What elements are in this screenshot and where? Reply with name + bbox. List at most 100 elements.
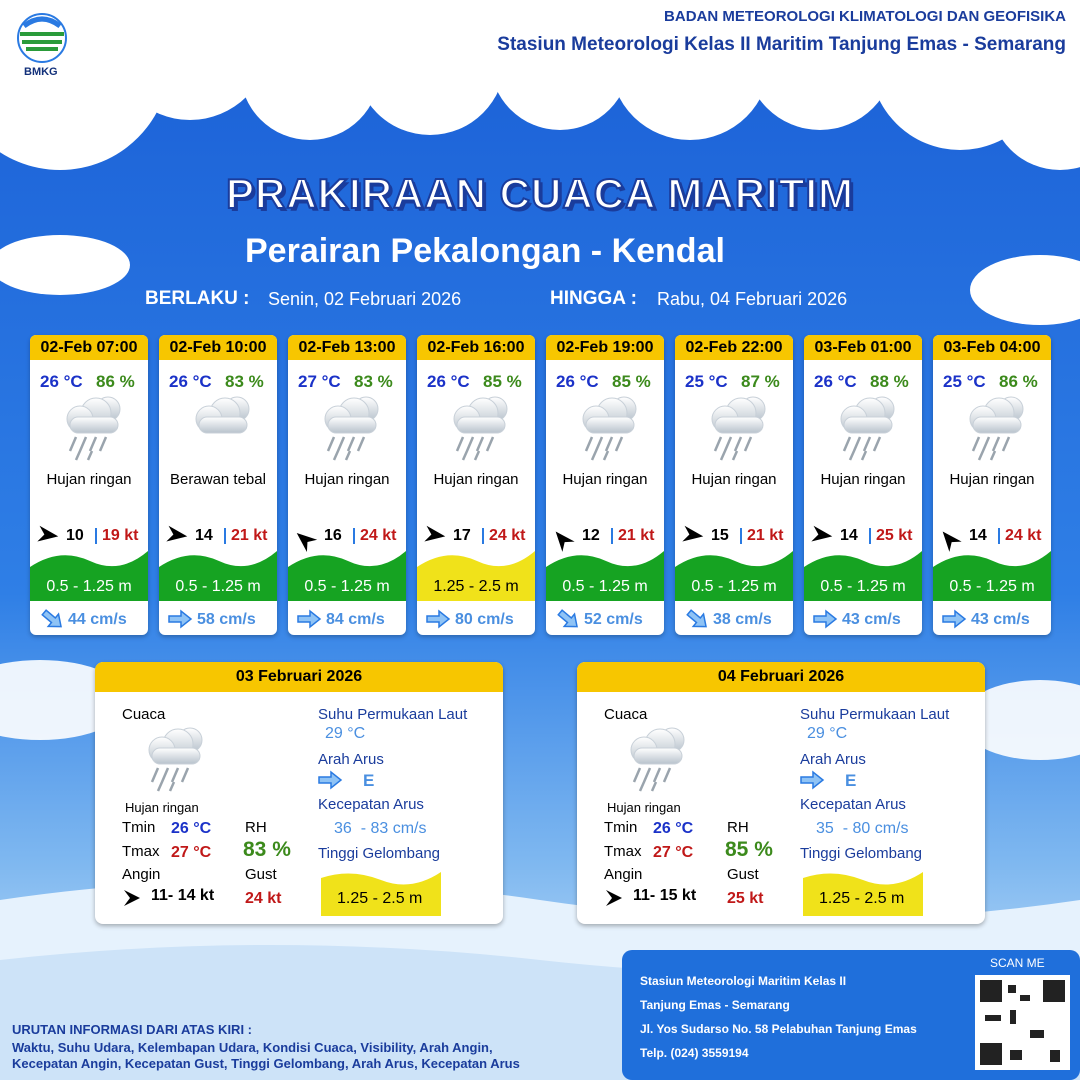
current-speed: 84 cm/s [326,611,385,628]
wave-label: Tinggi Gelombang [800,845,923,862]
card-time: 02-Feb 19:00 [546,335,664,360]
wind-arrow-svg [124,890,140,906]
daily-date: 04 Februari 2026 [577,662,985,692]
wave-height: 0.5 - 1.25 m [820,578,906,595]
current-speed: 38 cm/s [713,611,772,628]
weather-condition: Berawan tebal [170,471,266,488]
wave-shape-svg [933,551,1051,601]
wave-height: 0.5 - 1.25 m [175,578,261,595]
weather-icon [574,393,644,470]
current-arrow [167,609,193,634]
contact-line: Telp. (024) 3559194 [640,1046,749,1060]
humidity: 85 % [612,372,651,391]
weather-icon-svg [66,396,121,461]
wave-shape [288,547,406,606]
tmax-label: Tmax [122,843,160,860]
current-speed-label: Kecepatan Arus [800,796,906,813]
weather-condition: Hujan ringan [125,800,199,815]
legend-title: URUTAN INFORMASI DARI ATAS KIRI : [12,1022,252,1037]
current-speed: 44 cm/s [68,611,127,628]
tmax: 27 °C [653,844,694,861]
current-arrow [678,604,714,635]
weather-condition: Hujan ringan [433,471,519,488]
card-time: 03-Feb 01:00 [804,335,922,360]
weather-icon [140,724,210,801]
weather-icon-svg [969,396,1024,461]
weather-label: Cuaca [122,706,166,723]
wind-arrow-svg [682,525,704,542]
current-dir: E [363,771,375,790]
humidity: 83 % [354,372,393,391]
weather-icon-svg [453,396,508,461]
wave-label: Tinggi Gelombang [318,845,441,862]
separator [869,528,871,544]
title: PRAKIRAAN CUACA MARITIM [225,169,855,218]
sst-label: Suhu Permukaan Laut [800,706,950,723]
wind-speed: 17 [453,527,471,544]
wind-arrow-svg [166,525,188,542]
tmin: 26 °C [653,820,694,837]
weather-icon [58,393,128,470]
weather-condition: Hujan ringan [46,471,132,488]
wind-speed: 10 [66,527,84,544]
current-arrow-svg [297,609,322,629]
wave-shape [546,547,664,606]
tmin-label: Tmin [122,819,156,836]
wind-arrow [604,888,628,913]
current-arrow-svg [942,609,967,629]
sst: 29 °C [325,725,366,742]
current-speed-label: Kecepatan Arus [318,796,424,813]
tmax-label: Tmax [604,843,642,860]
separator [353,528,355,544]
current-speed: 36 - 83 cm/s [334,820,427,837]
weather-icon [316,393,386,470]
contact-line: Jl. Yos Sudarso No. 58 Pelabuhan Tanjung… [640,1022,917,1036]
wave-shape-svg [417,551,535,601]
wave-shape [321,868,441,921]
separator [611,528,613,544]
rh-label: RH [727,819,749,836]
air-temp: 26 °C [556,372,599,391]
daily-panel: 04 Februari 2026 Cuaca Hujan ringan Tmin 26… [577,662,985,924]
air-temp: 26 °C [427,372,470,391]
gust-speed: 24 kt [360,527,397,544]
wind-arrow [547,520,582,554]
wind-speed: 12 [582,527,600,544]
current-arrow [425,609,451,634]
wind-arrow [163,523,190,551]
rh: 85 % [725,838,773,861]
wind-arrow-svg [811,525,833,542]
wave-shape [30,547,148,606]
gust-speed: 24 kt [489,527,526,544]
sst-label: Suhu Permukaan Laut [318,706,468,723]
wind-arrow-svg [424,525,446,542]
gust-label: Gust [727,866,759,883]
current-arrow [33,604,69,635]
current-speed: 35 - 80 cm/s [816,820,909,837]
wind-arrow [679,523,706,551]
air-temp: 25 °C [943,372,986,391]
air-temp: 25 °C [685,372,728,391]
humidity: 85 % [483,372,522,391]
weather-condition: Hujan ringan [820,471,906,488]
current-dir: E [845,771,857,790]
wave-shape-svg [159,551,277,601]
weather-icon [961,393,1031,470]
wave-shape-svg [675,551,793,601]
wave-shape-svg [546,551,664,601]
weather-icon-svg [630,727,685,792]
wind-arrow [421,523,448,551]
wind: 11- 14 kt [151,887,215,904]
air-temp: 27 °C [298,372,341,391]
current-arrow-svg [318,770,343,790]
gust-speed: 24 kt [1005,527,1042,544]
current-arrow-svg [813,609,838,629]
wave-shape-svg [803,872,923,916]
wave-shape [804,547,922,606]
gust-speed: 21 kt [747,527,784,544]
card-time: 02-Feb 10:00 [159,335,277,360]
current-arrow [941,609,967,634]
current-dir-label: Arah Arus [800,751,866,768]
air-temp: 26 °C [40,372,83,391]
